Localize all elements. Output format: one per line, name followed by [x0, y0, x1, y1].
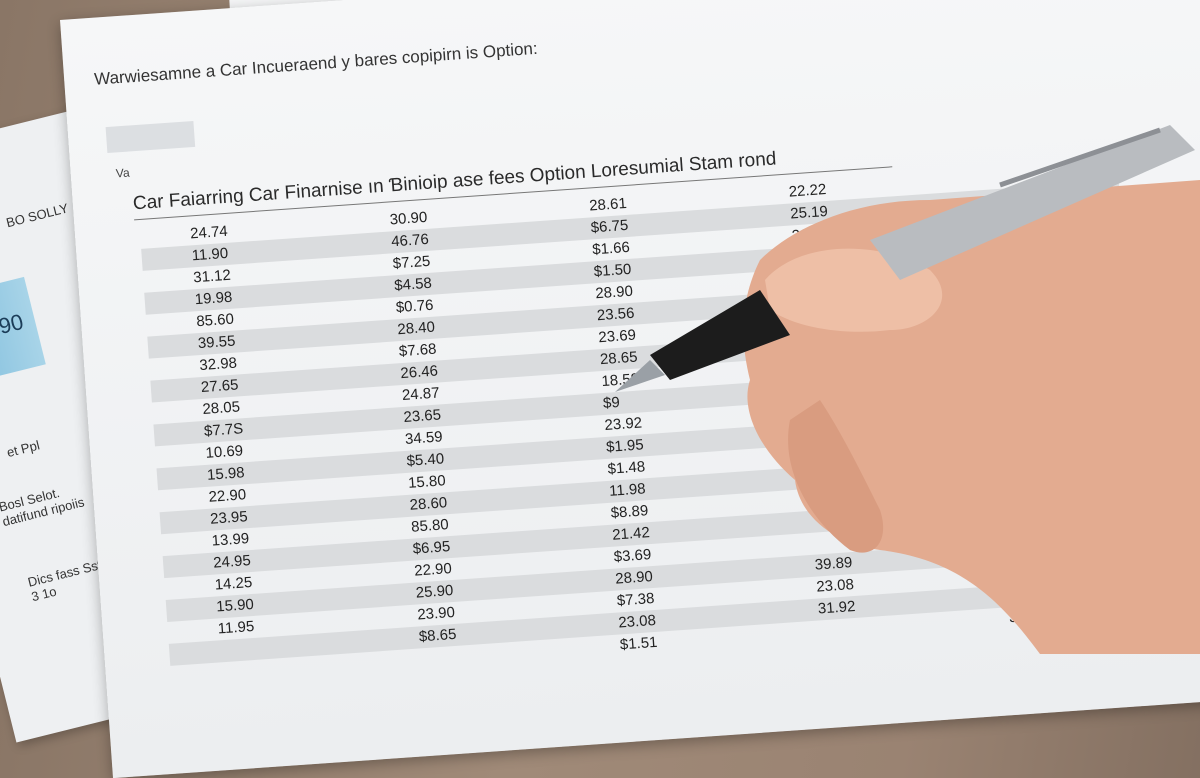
pen-tip: [615, 360, 665, 392]
pen-barrel: [870, 125, 1195, 280]
hand-with-pen: [615, 125, 1200, 654]
finger: [788, 400, 884, 553]
pen-clip: [999, 127, 1161, 188]
pen-grip: [650, 290, 790, 380]
